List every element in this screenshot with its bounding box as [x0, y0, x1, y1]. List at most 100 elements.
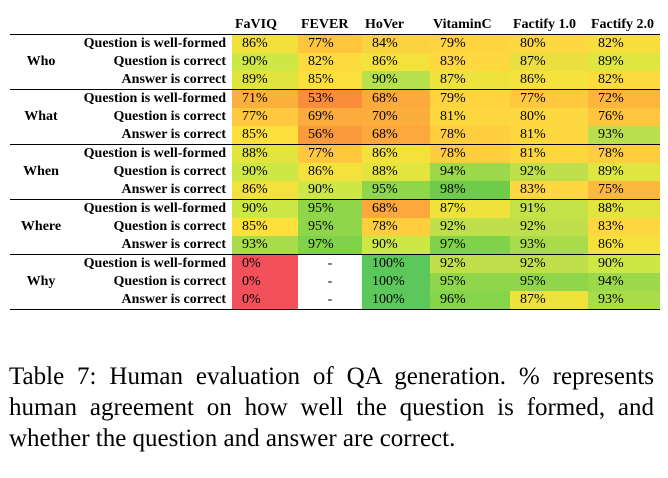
header-row: FaVIQ FEVER HoVer VitaminC Factify 1.0 F… [10, 16, 660, 35]
value-cell: 94% [430, 163, 510, 181]
value-cell: 56% [298, 126, 362, 145]
header-blank-cell [72, 16, 232, 35]
criterion-label: Answer is correct [121, 72, 226, 87]
value-cell: 87% [510, 53, 588, 71]
value-cell: 81% [430, 108, 510, 126]
value-cell: 72% [588, 89, 660, 108]
value-cell: 85% [298, 71, 362, 90]
value-cell: 53% [298, 89, 362, 108]
criterion-label: Question is well-formed [72, 89, 232, 108]
value-cell: 78% [588, 144, 660, 163]
criterion-label: Question is well-formed [83, 36, 226, 51]
value-cell: - [298, 273, 362, 291]
value-cell: 82% [298, 53, 362, 71]
value-cell: 89% [232, 71, 298, 90]
value-cell: 90% [298, 181, 362, 200]
value-cell: - [298, 254, 362, 273]
value-cell: 82% [588, 71, 660, 90]
value-cell: 77% [232, 108, 298, 126]
table-row: Answer is correct 85% 56% 68% 78% 81% 93% [10, 126, 660, 145]
value-cell: 89% [588, 53, 660, 71]
value-cell: 86% [362, 53, 430, 71]
value-cell: 90% [362, 71, 430, 90]
value-cell: 86% [232, 34, 298, 53]
criterion-label: Question is well-formed [72, 254, 232, 273]
table-row: Answer is correct 0% -100% 96% 87% 93% [10, 291, 660, 310]
value-cell: 68% [362, 199, 430, 218]
criterion-label: Answer is correct [121, 182, 226, 197]
value-cell: 97% [298, 236, 362, 255]
row-group-label: Why [10, 254, 72, 310]
value-cell: 100% [362, 291, 430, 310]
table-row: Question is correct 77% 69% 70% 81% 80% 76% [10, 108, 660, 126]
value-cell: 70% [362, 108, 430, 126]
value-cell: 88% [362, 163, 430, 181]
value-cell: 87% [510, 291, 588, 310]
value-cell: 86% [232, 181, 298, 200]
value-cell: 85% [232, 126, 298, 145]
criterion-label: Answer is correct [121, 127, 226, 142]
value-cell: 83% [588, 218, 660, 236]
criterion-label: Question is correct [113, 109, 227, 124]
value-cell: 92% [510, 218, 588, 236]
criterion-label: Answer is correct [121, 237, 226, 252]
value-cell: 71% [232, 89, 298, 108]
table-row: Answer is correct 89% 85% 90% 87% 86% 82% [10, 71, 660, 90]
table-body: Who Question is well-formed 86% 77% 84% 79% 80… [10, 34, 660, 310]
value-cell: 77% [298, 34, 362, 53]
value-cell: 68% [362, 89, 430, 108]
table-row: Question is correct 90% 86% 88% 94% 92% 89% [10, 163, 660, 181]
column-header: HoVer [362, 16, 430, 35]
column-header: Factify 2.0 [588, 16, 660, 35]
qa-evaluation-table: FaVIQ FEVER HoVer VitaminC Factify 1.0 F… [10, 16, 660, 310]
value-cell: 96% [430, 291, 510, 310]
table-row: Answer is correct 93% 97% 90% 97% 93% 86% [10, 236, 660, 255]
table-row: When Question is well-formed 88% 77% 86% 78% 8… [10, 144, 660, 200]
value-cell: 75% [588, 181, 660, 200]
value-cell: 83% [430, 53, 510, 71]
table-row: Answer is correct 86% 90% 95% 98% 83% 75% [10, 181, 660, 200]
column-header: Factify 1.0 [510, 16, 588, 35]
row-group-label: Who [26, 54, 56, 69]
column-header: VitaminC [430, 16, 510, 35]
criterion-label: Question is correct [113, 164, 227, 179]
value-cell: 95% [430, 273, 510, 291]
table-row: Who Question is well-formed 86% 77% 84% 79% 80… [10, 34, 660, 69]
value-cell: 93% [232, 236, 298, 255]
value-cell: 93% [588, 126, 660, 145]
value-cell: 87% [430, 199, 510, 218]
value-cell: 69% [298, 108, 362, 126]
value-cell: 80% [510, 108, 588, 126]
value-cell: 86% [510, 71, 588, 90]
value-cell: 92% [510, 254, 588, 273]
value-cell: 91% [510, 199, 588, 218]
criterion-label: Answer is correct [72, 291, 232, 310]
table-row: Question is correct 90% 82% 86% 83% 87% 89% [10, 53, 660, 71]
value-cell: 0% [232, 291, 298, 310]
value-cell: 95% [298, 218, 362, 236]
criterion-label: Question is correct [113, 219, 227, 234]
table-row: Where Question is well-formed 90% 95% 68% 87%… [10, 199, 660, 255]
value-cell: 78% [430, 144, 510, 163]
value-cell: 90% [232, 53, 298, 71]
value-cell: 97% [430, 236, 510, 255]
header-blank-cell [10, 16, 72, 35]
value-cell: 93% [510, 236, 588, 255]
value-cell: 90% [232, 163, 298, 181]
criterion-label: Question is correct [113, 54, 227, 69]
value-cell: 92% [430, 218, 510, 236]
value-cell: 79% [430, 89, 510, 108]
value-cell: 0% [232, 254, 298, 273]
value-cell: 100% [362, 273, 430, 291]
value-cell: 0% [232, 273, 298, 291]
value-cell: 68% [362, 126, 430, 145]
value-cell: 86% [588, 236, 660, 255]
value-cell: 82% [588, 34, 660, 53]
value-cell: 95% [298, 199, 362, 218]
value-cell: 90% [362, 236, 430, 255]
table-row: Question is correct 85% 95% 78% 92% 92% 83% [10, 218, 660, 236]
value-cell: 81% [510, 144, 588, 163]
value-cell: 92% [510, 163, 588, 181]
column-header: FEVER [298, 16, 362, 35]
value-cell: 88% [232, 144, 298, 163]
